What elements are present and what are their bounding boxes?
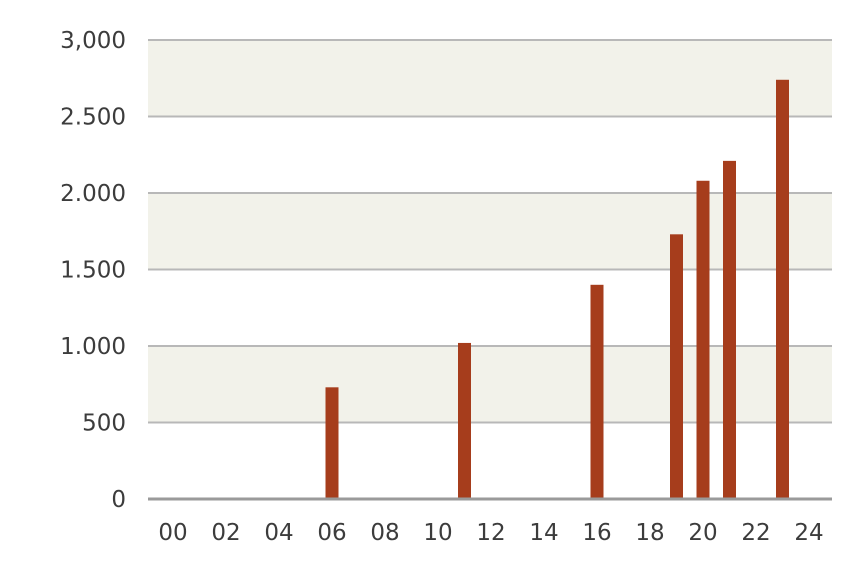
background-band [148, 193, 832, 270]
x-axis-tick-labels: 00 02 04 06 08 10 12 14 16 18 20 22 24 [158, 520, 823, 546]
y-tick-label: 0 [111, 487, 126, 513]
bar [458, 342, 471, 499]
bar [776, 79, 789, 499]
x-tick-label: 08 [370, 520, 399, 546]
gridlines [148, 39, 832, 424]
x-tick-label: 02 [211, 520, 240, 546]
bar [723, 160, 736, 499]
y-tick-label: 3,000 [60, 28, 126, 54]
bar [670, 234, 683, 499]
y-axis-tick-labels: 0 500 1.000 1.500 2.000 2.500 3,000 [60, 28, 126, 513]
bar [696, 180, 710, 499]
bar [325, 387, 339, 499]
background-bands [148, 40, 832, 423]
x-tick-label: 10 [423, 520, 452, 546]
x-tick-label: 24 [794, 520, 823, 546]
x-tick-label: 20 [688, 520, 717, 546]
background-band [148, 40, 832, 117]
y-tick-label: 1.000 [60, 334, 126, 360]
bars [325, 79, 789, 499]
x-tick-label: 18 [635, 520, 664, 546]
x-tick-label: 16 [582, 520, 611, 546]
y-tick-label: 1.500 [60, 258, 126, 284]
y-tick-label: 2.500 [60, 105, 126, 131]
y-tick-label: 500 [82, 411, 126, 437]
x-tick-label: 06 [317, 520, 346, 546]
y-tick-label: 2.000 [60, 181, 126, 207]
x-tick-label: 04 [264, 520, 293, 546]
background-band [148, 346, 832, 423]
x-tick-label: 00 [158, 520, 187, 546]
x-tick-label: 14 [529, 520, 558, 546]
bar [590, 284, 604, 499]
x-tick-label: 12 [476, 520, 505, 546]
x-tick-label: 22 [741, 520, 770, 546]
